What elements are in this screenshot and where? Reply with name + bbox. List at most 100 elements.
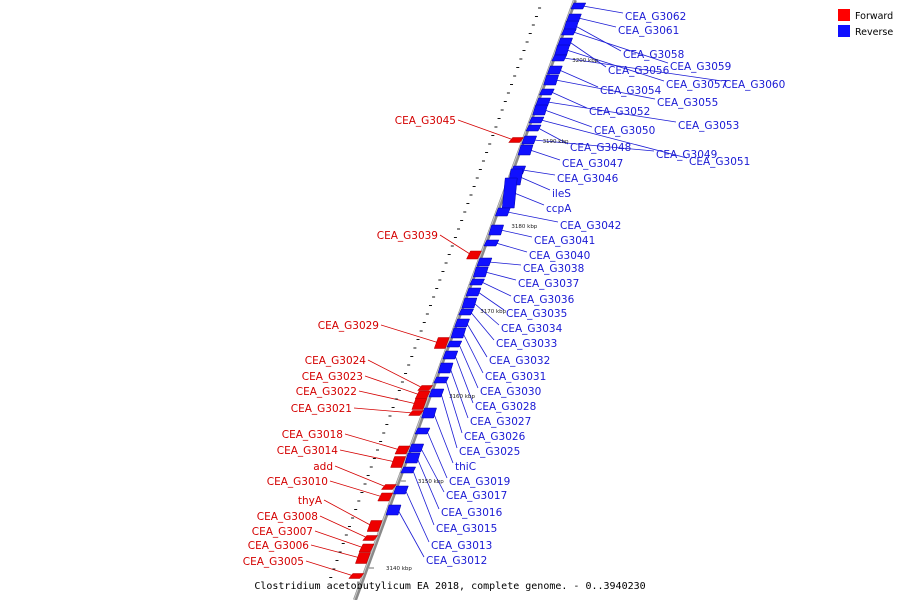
gene-reverse-cea-g3059[interactable] — [560, 28, 577, 36]
gene-label-thic[interactable]: thiC — [455, 461, 476, 473]
gene-forward-cea-g3007[interactable] — [358, 543, 375, 553]
gene-reverse-cea-g3049[interactable] — [521, 135, 538, 145]
gene-label-cea-g3024[interactable]: CEA_G3024 — [305, 355, 367, 367]
gene-forward-thya[interactable] — [366, 520, 383, 532]
gene-label-cea-g3047[interactable]: CEA_G3047 — [562, 158, 623, 170]
gene-label-cea-g3014[interactable]: CEA_G3014 — [277, 445, 339, 457]
gene-label-ccpa[interactable]: ccpA — [546, 203, 572, 215]
gene-reverse-cea-g3027[interactable] — [437, 362, 454, 374]
gene-label-cea-g3059[interactable]: CEA_G3059 — [670, 61, 731, 73]
gene-label-cea-g3037[interactable]: CEA_G3037 — [518, 278, 579, 290]
gene-label-cea-g3046[interactable]: CEA_G3046 — [557, 173, 619, 185]
gene-reverse-cea-g3019[interactable] — [414, 427, 431, 435]
gene-label-cea-g3061[interactable]: CEA_G3061 — [618, 25, 679, 37]
gene-forward-cea-g3008[interactable] — [362, 535, 379, 541]
gene-label-add[interactable]: add — [313, 461, 333, 473]
gene-label-cea-g3029[interactable]: CEA_G3029 — [318, 320, 379, 332]
gene-label-cea-g3033[interactable]: CEA_G3033 — [496, 338, 557, 350]
gene-label-cea-g3038[interactable]: CEA_G3038 — [523, 263, 584, 275]
gene-label-cea-g3028[interactable]: CEA_G3028 — [475, 401, 536, 413]
gene-label-cea-g3025[interactable]: CEA_G3025 — [459, 446, 520, 458]
gene-reverse-ccpa[interactable] — [501, 177, 518, 209]
gene-reverse-cea-g3033[interactable] — [458, 308, 475, 316]
gene-label-cea-g3053[interactable]: CEA_G3053 — [678, 120, 739, 132]
gene-label-cea-g3032[interactable]: CEA_G3032 — [489, 355, 550, 367]
gene-forward-cea-g3029[interactable] — [433, 337, 450, 349]
gene-label-cea-g3012[interactable]: CEA_G3012 — [426, 555, 487, 567]
gene-reverse-cea-g3054[interactable] — [546, 65, 563, 75]
gene-label-iles[interactable]: ileS — [552, 188, 571, 200]
gene-label-cea-g3013[interactable]: CEA_G3013 — [431, 540, 492, 552]
gene-reverse-cea-g3031[interactable] — [450, 327, 467, 339]
gene-label-cea-g3031[interactable]: CEA_G3031 — [485, 371, 546, 383]
gene-label-cea-g3039[interactable]: CEA_G3039 — [377, 230, 438, 242]
gene-label-cea-g3027[interactable]: CEA_G3027 — [470, 416, 531, 428]
gene-label-cea-g3006[interactable]: CEA_G3006 — [248, 540, 310, 552]
gene-forward-cea-g3024[interactable] — [417, 385, 434, 391]
gene-label-cea-g3052[interactable]: CEA_G3052 — [589, 106, 650, 118]
gene-reverse-cea-g3026[interactable] — [433, 376, 450, 384]
gene-label-cea-g3007[interactable]: CEA_G3007 — [252, 526, 313, 538]
gene-label-cea-g3021[interactable]: CEA_G3021 — [291, 403, 352, 415]
gene-forward-cea-g3014[interactable] — [390, 456, 406, 468]
gene-reverse-cea-g3030[interactable] — [446, 340, 463, 348]
gene-reverse-cea-g3047[interactable] — [517, 144, 534, 156]
gene-label-thya[interactable]: thyA — [298, 495, 323, 507]
gene-label-cea-g3035[interactable]: CEA_G3035 — [506, 308, 567, 320]
gene-label-cea-g3034[interactable]: CEA_G3034 — [501, 323, 563, 335]
gene-reverse-thic[interactable] — [421, 407, 437, 419]
gene-reverse-cea-g3034[interactable] — [461, 297, 478, 309]
gene-reverse-cea-g3038[interactable] — [476, 257, 493, 267]
gene-label-cea-g3026[interactable]: CEA_G3026 — [464, 431, 526, 443]
gene-label-cea-g3051[interactable]: CEA_G3051 — [689, 156, 750, 168]
gene-label-cea-g3016[interactable]: CEA_G3016 — [441, 507, 503, 519]
gene-label-cea-g3062[interactable]: CEA_G3062 — [625, 11, 686, 23]
gene-label-cea-g3030[interactable]: CEA_G3030 — [480, 386, 541, 398]
gene-reverse-cea-g3028[interactable] — [442, 350, 459, 360]
gene-reverse-cea-g3048[interactable] — [525, 124, 542, 132]
gene-forward-add[interactable] — [380, 484, 397, 490]
gene-label-cea-g3048[interactable]: CEA_G3048 — [570, 142, 631, 154]
gene-reverse-cea-g3041[interactable] — [488, 224, 505, 236]
gene-label-cea-g3058[interactable]: CEA_G3058 — [623, 49, 684, 61]
gene-reverse-cea-g3035[interactable] — [465, 287, 482, 297]
gene-reverse-cea-g3062[interactable] — [570, 2, 587, 10]
gene-label-cea-g3023[interactable]: CEA_G3023 — [302, 371, 363, 383]
gene-reverse-cea-g3037[interactable] — [472, 266, 489, 278]
gene-label-cea-g3049[interactable]: CEA_G3049 — [656, 149, 717, 161]
gene-reverse-cea-g3052[interactable] — [538, 88, 555, 96]
gene-label-cea-g3036[interactable]: CEA_G3036 — [513, 294, 575, 306]
gene-label-cea-g3042[interactable]: CEA_G3042 — [560, 220, 621, 232]
gene-label-cea-g3050[interactable]: CEA_G3050 — [594, 125, 655, 137]
gene-forward-cea-g3018[interactable] — [394, 445, 411, 455]
gene-label-cea-g3054[interactable]: CEA_G3054 — [600, 85, 662, 97]
gene-label-cea-g3019[interactable]: CEA_G3019 — [449, 476, 510, 488]
gene-label-cea-g3017[interactable]: CEA_G3017 — [446, 490, 507, 502]
gene-forward-cea-g3010[interactable] — [377, 492, 394, 502]
gene-reverse-cea-g3013[interactable] — [392, 485, 409, 495]
gene-label-cea-g3010[interactable]: CEA_G3010 — [267, 476, 328, 488]
gene-label-cea-g3055[interactable]: CEA_G3055 — [657, 97, 718, 109]
gene-label-cea-g3041[interactable]: CEA_G3041 — [534, 235, 595, 247]
gene-label-cea-g3008[interactable]: CEA_G3008 — [257, 511, 318, 523]
gene-label-cea-g3015[interactable]: CEA_G3015 — [436, 523, 497, 535]
gene-forward-cea-g3006[interactable] — [355, 552, 371, 564]
gene-reverse-cea-g3060[interactable] — [551, 54, 568, 62]
gene-reverse-cea-g3025[interactable] — [428, 388, 445, 398]
gene-label-cea-g3060[interactable]: CEA_G3060 — [724, 79, 785, 91]
gene-forward-cea-g3005[interactable] — [348, 573, 365, 579]
gene-reverse-cea-g3040[interactable] — [483, 239, 500, 247]
gene-reverse-cea-g3036[interactable] — [469, 278, 486, 286]
gene-label-cea-g3005[interactable]: CEA_G3005 — [243, 556, 304, 568]
gene-reverse-cea-g3032[interactable] — [454, 318, 470, 328]
gene-label-cea-g3057[interactable]: CEA_G3057 — [666, 79, 727, 91]
gene-label-cea-g3040[interactable]: CEA_G3040 — [529, 250, 590, 262]
gene-reverse-cea-g3015[interactable] — [400, 466, 417, 474]
gene-label-cea-g3056[interactable]: CEA_G3056 — [608, 65, 670, 77]
gene-forward-cea-g3039[interactable] — [466, 250, 482, 260]
gene-reverse-cea-g3055[interactable] — [543, 74, 560, 86]
gene-label-cea-g3022[interactable]: CEA_G3022 — [296, 386, 357, 398]
gene-forward-cea-g3022[interactable] — [411, 398, 428, 410]
gene-reverse-cea-g3051[interactable] — [528, 116, 545, 124]
gene-forward-cea-g3045[interactable] — [508, 137, 525, 143]
